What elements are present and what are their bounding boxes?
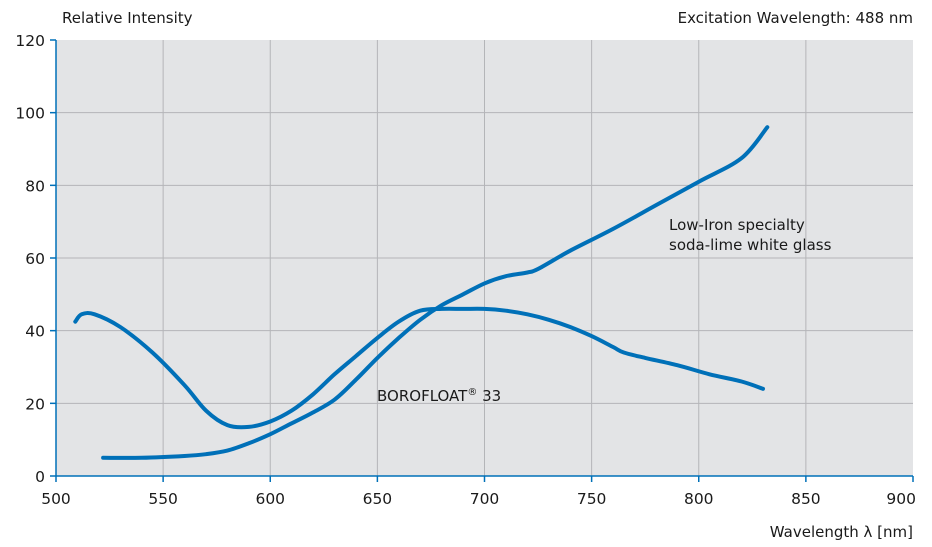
y-tick-label: 20 (25, 395, 45, 413)
y-axis-title: Relative Intensity (62, 9, 193, 27)
x-tick-label: 800 (684, 490, 714, 508)
x-tick-label: 550 (148, 490, 178, 508)
y-tick-label: 60 (25, 250, 45, 268)
x-tick-label: 700 (470, 490, 500, 508)
excitation-annotation: Excitation Wavelength: 488 nm (678, 9, 913, 27)
y-tick-label: 0 (35, 468, 45, 486)
y-tick-label: 40 (25, 323, 45, 341)
y-tick-label: 80 (25, 177, 45, 195)
series-label-borofloat: BOROFLOAT® 33 (377, 387, 501, 405)
y-tick-label: 120 (15, 32, 45, 50)
x-tick-label: 850 (791, 490, 821, 508)
series-label-low-iron: Low-Iron specialty soda-lime white glass (669, 216, 832, 254)
x-tick-label: 900 (886, 490, 916, 508)
x-tick-label: 650 (363, 490, 393, 508)
series-lines (73, 125, 770, 460)
tick-labels: 500 550 600 650 700 750 800 850 900 0 20 40 60 80 100 1… (15, 32, 916, 508)
axis-ticks (50, 39, 914, 482)
x-tick-label: 500 (41, 490, 71, 508)
series-line-borofloat-33 (73, 306, 765, 430)
x-axis-title: Wavelength λ [nm] (770, 523, 913, 541)
x-tick-label: 750 (577, 490, 607, 508)
x-tick-label: 600 (255, 490, 285, 508)
y-tick-label: 100 (15, 105, 45, 123)
series-line-low-iron-glass (101, 125, 770, 460)
